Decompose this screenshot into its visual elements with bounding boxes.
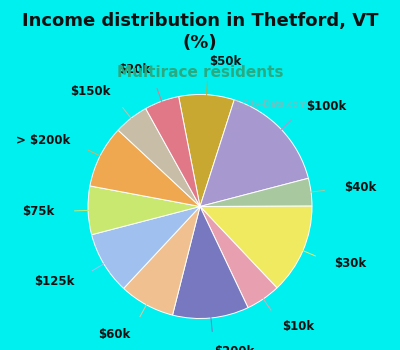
Wedge shape: [200, 206, 277, 308]
Wedge shape: [200, 100, 308, 206]
Text: $10k: $10k: [282, 320, 314, 333]
Text: Income distribution in Thetford, VT
(%): Income distribution in Thetford, VT (%): [22, 12, 378, 52]
Text: $200k: $200k: [214, 345, 254, 350]
Text: Multirace residents: Multirace residents: [117, 65, 283, 80]
Wedge shape: [200, 206, 312, 288]
Wedge shape: [200, 178, 312, 206]
Wedge shape: [146, 97, 200, 206]
Text: $50k: $50k: [209, 55, 241, 68]
Text: $150k: $150k: [70, 85, 110, 98]
Text: $60k: $60k: [98, 328, 130, 341]
Text: > $200k: > $200k: [16, 134, 70, 147]
Wedge shape: [90, 130, 200, 206]
Text: ⓘ City-Data.com: ⓘ City-Data.com: [234, 100, 306, 109]
Text: $20k: $20k: [118, 63, 150, 76]
Text: $100k: $100k: [306, 100, 346, 113]
Text: $40k: $40k: [344, 181, 377, 194]
Wedge shape: [172, 206, 248, 318]
Text: $30k: $30k: [334, 257, 366, 270]
Wedge shape: [118, 108, 200, 206]
Wedge shape: [179, 94, 234, 206]
Text: $125k: $125k: [34, 274, 75, 288]
Wedge shape: [92, 206, 200, 288]
Wedge shape: [88, 186, 200, 235]
Wedge shape: [124, 206, 200, 315]
Text: $75k: $75k: [22, 205, 54, 218]
